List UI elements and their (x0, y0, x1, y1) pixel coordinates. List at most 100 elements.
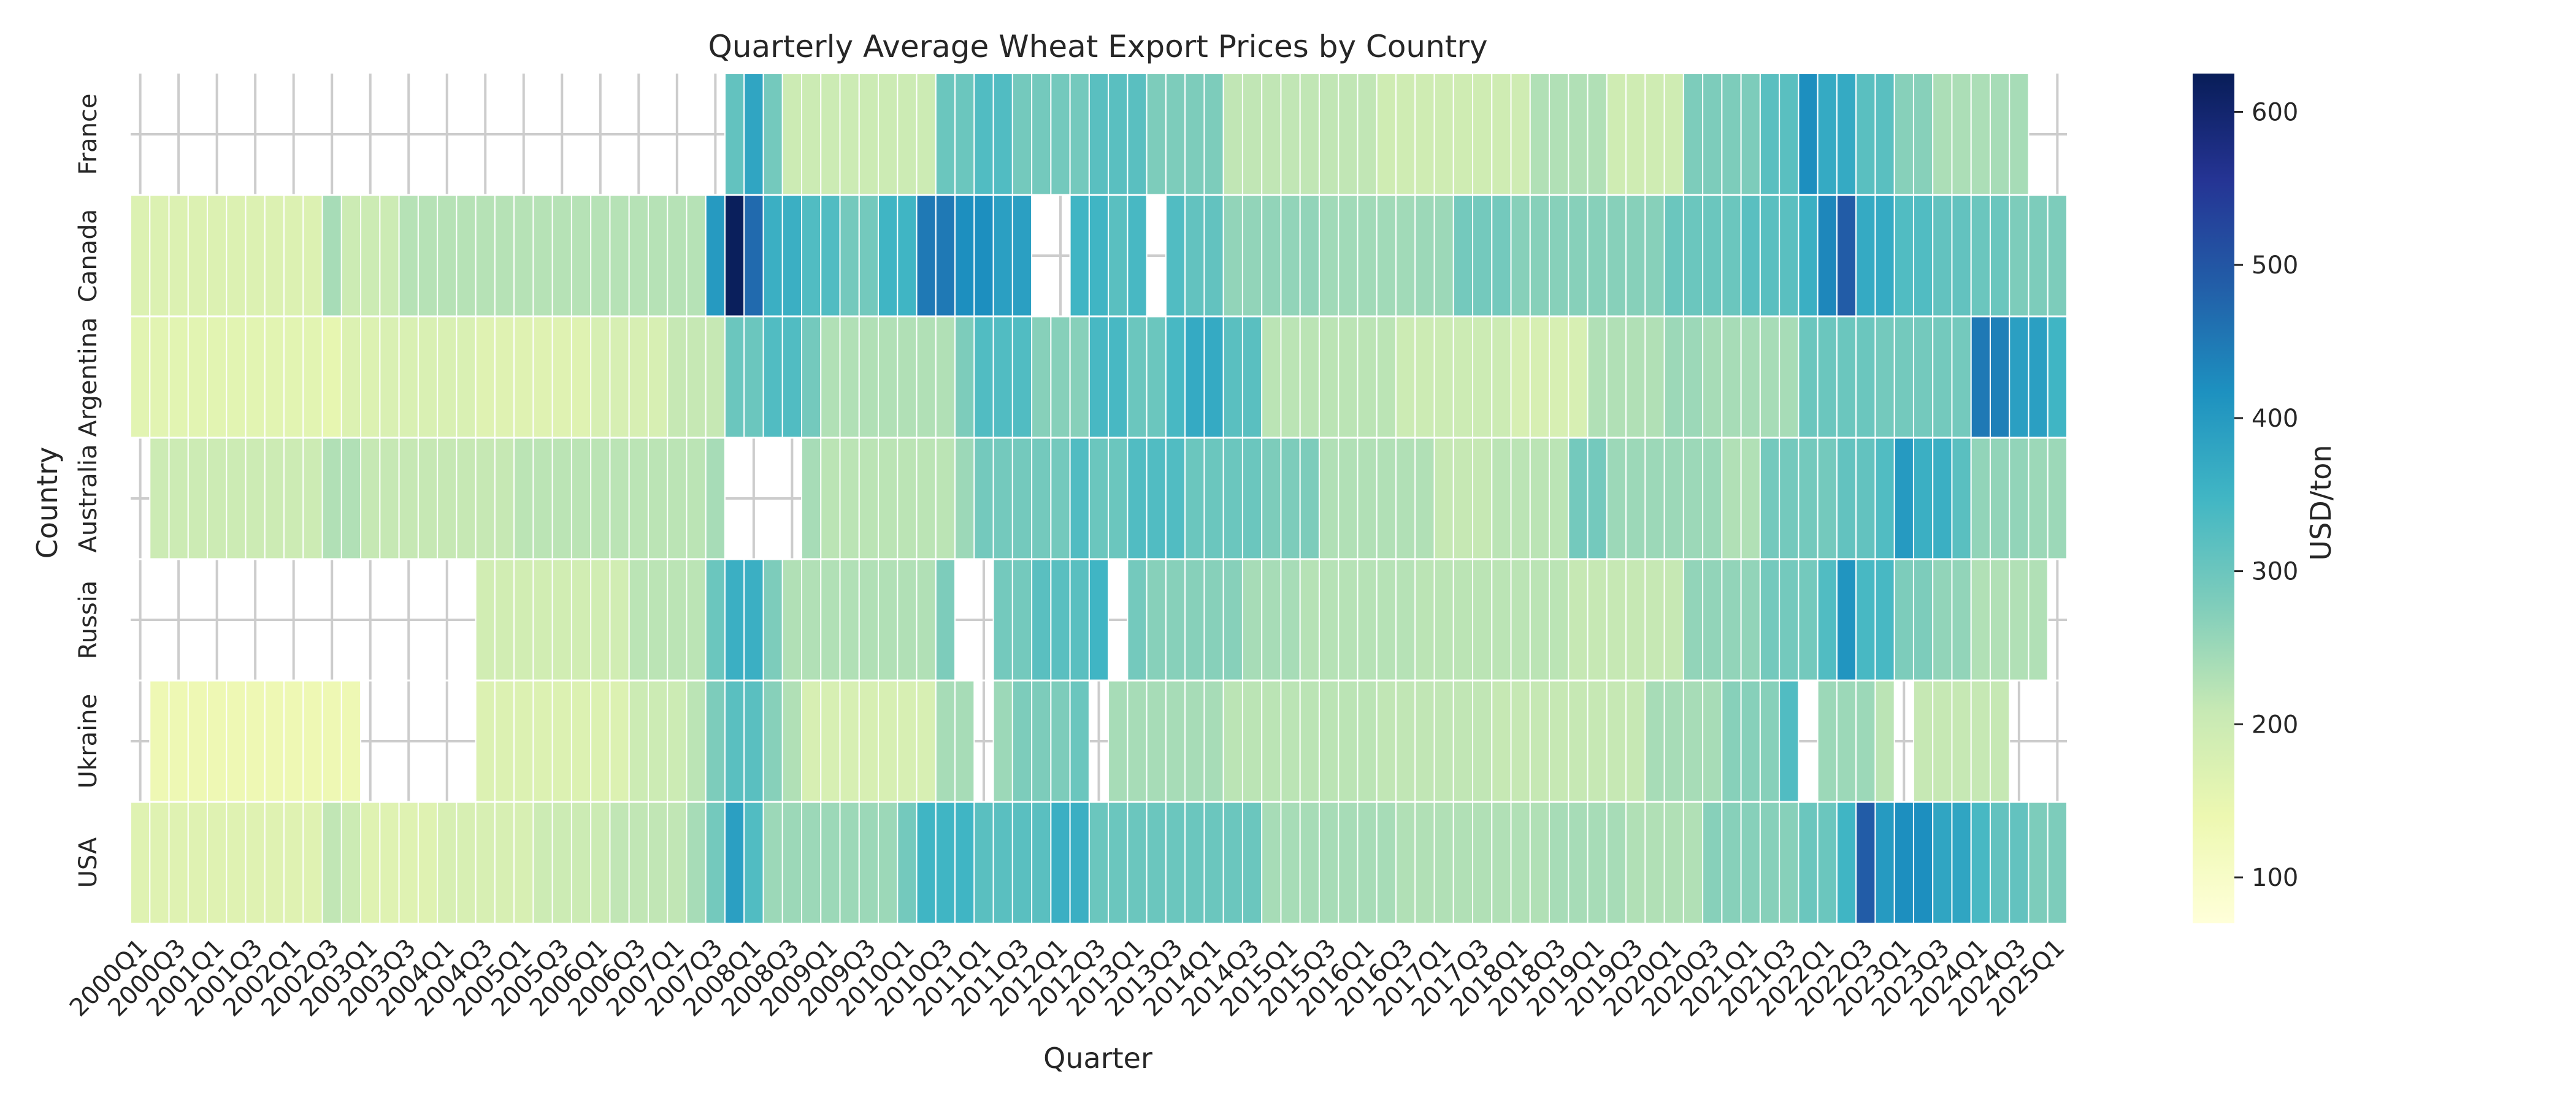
heatmap-cell (1491, 801, 1512, 924)
heatmap-cell (1529, 437, 1551, 560)
heatmap-cell (609, 194, 630, 317)
heatmap-cell (1549, 194, 1570, 317)
heatmap-cell (551, 316, 572, 438)
heatmap-cell (1702, 316, 1723, 438)
heatmap-cell (916, 801, 937, 924)
heatmap-cell (1855, 73, 1876, 196)
heatmap-cell (1702, 680, 1723, 803)
heatmap-cell (1893, 437, 1914, 560)
heatmap-cell (992, 559, 1013, 681)
heatmap-cell (226, 801, 247, 924)
heatmap-cell (1069, 801, 1090, 924)
heatmap-cell (743, 316, 764, 438)
heatmap-cell (1395, 316, 1416, 438)
heatmap-cell (954, 437, 975, 560)
heatmap-cell (647, 194, 669, 317)
heatmap-cell (2009, 801, 2030, 924)
heatmap-cell (935, 73, 956, 196)
heatmap-cell (437, 194, 458, 317)
heatmap-cell (1855, 801, 1876, 924)
heatmap-cell (551, 680, 572, 803)
heatmap-cell (1414, 194, 1435, 317)
heatmap-cell (1682, 437, 1704, 560)
heatmap-cell (1644, 680, 1665, 803)
heatmap-cell (130, 801, 151, 924)
heatmap-cell (1529, 680, 1551, 803)
heatmap-cell (858, 801, 880, 924)
heatmap-cell (1759, 73, 1781, 196)
y-tick-label: Canada (74, 209, 102, 302)
heatmap-cell (1779, 680, 1800, 803)
heatmap-cell (1318, 680, 1340, 803)
heatmap-cell (1222, 73, 1243, 196)
heatmap-cell (1414, 680, 1435, 803)
y-tick-label: France (74, 93, 102, 175)
heatmap-cell (916, 316, 937, 438)
heatmap-cell (1817, 73, 1838, 196)
heatmap-cell (1261, 559, 1282, 681)
heatmap-cell (1951, 801, 1972, 924)
heatmap-cell (935, 316, 956, 438)
heatmap-cell (1568, 437, 1589, 560)
heatmap-cell (1625, 801, 1646, 924)
heatmap-cell (628, 559, 649, 681)
heatmap-cell (1318, 801, 1340, 924)
heatmap-cell (1050, 437, 1071, 560)
heatmap-cell (494, 316, 515, 438)
heatmap-cell (1568, 194, 1589, 317)
heatmap-cell (207, 194, 228, 317)
heatmap-cell (1644, 316, 1665, 438)
heatmap-cell (187, 680, 209, 803)
heatmap-cell (1452, 194, 1474, 317)
heatmap-cell (1663, 73, 1684, 196)
heatmap-cell (1874, 73, 1895, 196)
heatmap-cell (1299, 559, 1320, 681)
heatmap-cells (130, 73, 2068, 924)
heatmap-cell (1951, 559, 1972, 681)
heatmap-cell (1874, 437, 1895, 560)
heatmap-cell (897, 316, 918, 438)
heatmap-cell (1970, 437, 1991, 560)
heatmap-cell (532, 194, 553, 317)
y-tick-label: USA (74, 837, 102, 888)
heatmap-cell (801, 437, 822, 560)
heatmap-cell (1682, 680, 1704, 803)
heatmap-cell (245, 801, 266, 924)
heatmap-cell (858, 680, 880, 803)
heatmap-cell (1165, 680, 1186, 803)
heatmap-cell (1376, 437, 1397, 560)
heatmap-cell (456, 801, 477, 924)
heatmap-cell (1951, 73, 1972, 196)
heatmap-cell (513, 801, 534, 924)
heatmap-cell (1031, 73, 1052, 196)
heatmap-cell (1568, 559, 1589, 681)
heatmap-cell (379, 437, 400, 560)
heatmap-cell (1241, 801, 1263, 924)
heatmap-cell (1452, 316, 1474, 438)
heatmap-cell (1989, 437, 2011, 560)
heatmap-cell (417, 316, 439, 438)
heatmap-cell (1932, 73, 1953, 196)
heatmap-cell (1338, 801, 1359, 924)
heatmap-cell (1510, 680, 1531, 803)
heatmap-cell (1280, 73, 1301, 196)
heatmap-cell (1338, 680, 1359, 803)
heatmap-cell (1011, 559, 1033, 681)
heatmap-cell (1970, 194, 1991, 317)
heatmap-cell (1836, 680, 1857, 803)
heatmap-cell (1912, 437, 1934, 560)
heatmap-cell (1069, 316, 1090, 438)
heatmap-cell (1031, 559, 1052, 681)
heatmap-cell (340, 316, 362, 438)
heatmap-cell (916, 194, 937, 317)
heatmap-cell (839, 316, 860, 438)
heatmap-cell (570, 316, 592, 438)
heatmap-cell (1912, 316, 1934, 438)
heatmap-cell (1127, 194, 1148, 317)
heatmap-cell (1108, 680, 1129, 803)
heatmap-cell (2028, 194, 2049, 317)
heatmap-cell (513, 559, 534, 681)
heatmap-cell (149, 316, 170, 438)
heatmap-cell (1011, 316, 1033, 438)
